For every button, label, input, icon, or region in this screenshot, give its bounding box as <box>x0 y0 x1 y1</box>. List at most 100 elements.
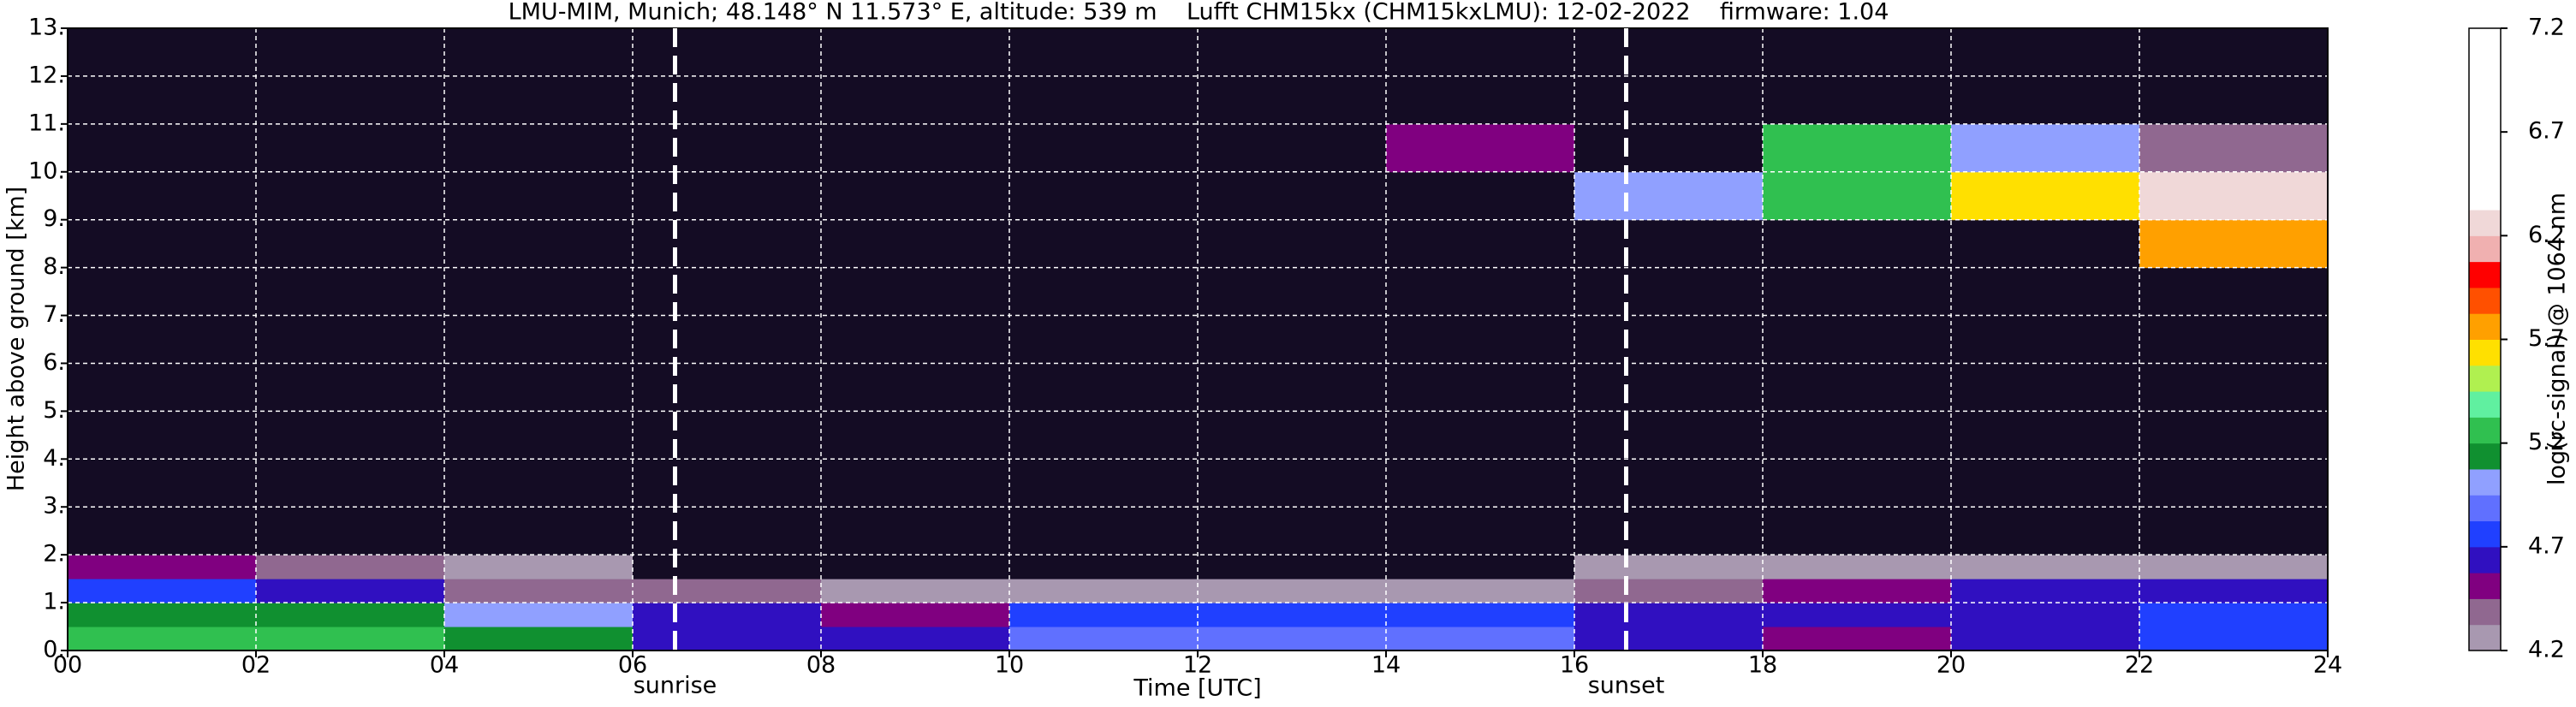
heatmap-cell <box>1574 579 1764 603</box>
heatmap-cell <box>2139 219 2329 269</box>
x-tick-label: 08 <box>806 652 836 679</box>
y-tick-label: 0. <box>43 637 65 663</box>
y-tick-label: 9. <box>43 205 65 232</box>
heatmap-cell <box>444 171 634 221</box>
heatmap-cell <box>1198 219 1387 269</box>
heatmap-cell <box>444 579 634 603</box>
x-tick-label: 16 <box>1560 652 1589 679</box>
colorbar-segment <box>2469 520 2501 548</box>
heatmap-cell <box>444 603 634 627</box>
y-tick-label: 5. <box>43 397 65 424</box>
heatmap-cell <box>68 555 257 579</box>
colorbar-segment <box>2469 105 2501 133</box>
colorbar-tick-label: 6.2 <box>2528 222 2565 248</box>
colorbar-segment <box>2469 339 2501 366</box>
x-tick-label: 18 <box>1748 652 1777 679</box>
y-tick-label: 11. <box>28 110 65 136</box>
heatmap-cell <box>68 603 257 627</box>
heatmap-cell <box>1574 459 1764 556</box>
colorbar-tick-label: 5.2 <box>2528 429 2565 455</box>
heatmap-cell <box>1009 171 1199 221</box>
colorbar-segment <box>2469 210 2501 236</box>
heatmap-cell <box>633 627 822 651</box>
colorbar-segment <box>2469 624 2501 651</box>
colorbar-segment <box>2469 157 2501 185</box>
heatmap-cell <box>1198 171 1387 221</box>
heatmap-cell <box>68 219 257 269</box>
heatmap-cell <box>256 171 445 221</box>
plot-frame <box>67 27 2329 651</box>
heatmap-cell <box>1386 219 1575 269</box>
heatmap-cell <box>256 123 445 173</box>
heatmap-cell <box>68 171 257 221</box>
heatmap-cell <box>1574 363 1764 460</box>
x-tick-label: 02 <box>241 652 271 679</box>
heatmap-cell <box>1386 555 1575 579</box>
colorbar-segment <box>2469 546 2501 573</box>
colorbar-segment <box>2469 598 2501 626</box>
colorbar-segment <box>2469 495 2501 522</box>
heatmap-cell <box>633 123 822 173</box>
heatmap-cell <box>1763 555 1952 579</box>
heatmap-cell <box>1386 171 1575 221</box>
heatmap-cell <box>1951 123 2140 173</box>
heatmap-cell <box>2139 123 2329 173</box>
heatmap-cell <box>633 555 822 579</box>
heatmap-cell <box>256 627 445 651</box>
heatmap-cell <box>633 579 822 603</box>
heatmap-cell <box>1009 579 1199 603</box>
y-tick-label: 3. <box>43 493 65 520</box>
x-tick-label: 20 <box>1936 652 1966 679</box>
colorbar-tick-label: 4.2 <box>2528 637 2565 663</box>
colorbar-segment <box>2469 365 2501 392</box>
heatmap-cell <box>633 219 822 269</box>
x-tick-label: 22 <box>2125 652 2154 679</box>
heatmap-cell <box>821 579 1010 603</box>
heatmap-cell <box>1009 555 1199 579</box>
heatmap-cell <box>1009 627 1199 651</box>
x-tick-label: 04 <box>430 652 459 679</box>
heatmap-cell <box>444 555 634 579</box>
x-tick-label: 14 <box>1371 652 1401 679</box>
annotation-label: sunrise <box>634 673 717 699</box>
heatmap-cell <box>68 123 257 173</box>
colorbar-segment <box>2469 183 2501 211</box>
heatmap-cell <box>68 627 257 651</box>
heatmap-cell <box>821 219 1010 269</box>
colorbar-segment <box>2469 313 2501 340</box>
colorbar-tick-label: 4.7 <box>2528 532 2565 559</box>
y-tick-label: 7. <box>43 301 65 328</box>
heatmap-cell <box>2139 603 2329 627</box>
colorbar-segment <box>2469 468 2501 496</box>
heatmap-cell <box>444 123 634 173</box>
heatmap-cell <box>444 219 634 269</box>
heatmap-cell <box>1951 627 2140 651</box>
colorbar-tick-label: 5.7 <box>2528 325 2565 352</box>
x-tick-label: 24 <box>2313 652 2342 679</box>
heatmap-cell <box>821 555 1010 579</box>
heatmap-cell <box>1574 28 1764 125</box>
annotation-label: sunset <box>1588 673 1665 699</box>
heatmap-cell <box>1951 579 2140 603</box>
heatmap-cell <box>821 627 1010 651</box>
heatmap-cell <box>1574 603 1764 627</box>
heatmap-cell <box>1386 627 1575 651</box>
heatmap-cell <box>1763 579 1952 603</box>
heatmap-cell <box>256 579 445 603</box>
heatmap-cell <box>256 219 445 269</box>
colorbar-segment <box>2469 261 2501 288</box>
heatmap-cell <box>256 555 445 579</box>
heatmap-cell <box>1574 267 1764 364</box>
x-tick-label: 00 <box>53 652 82 679</box>
heatmap-cell <box>1951 219 2140 269</box>
heatmap-cell <box>1386 579 1575 603</box>
heatmap-cell <box>1763 171 1952 221</box>
y-tick-label: 1. <box>43 589 65 615</box>
colorbar-segment <box>2469 132 2501 158</box>
heatmap-cell <box>1951 171 2140 221</box>
heatmap-cell <box>1198 627 1387 651</box>
heatmap-cell <box>633 603 822 627</box>
heatmap-cell <box>1763 123 1952 173</box>
heatmap-cell <box>1763 627 1952 651</box>
